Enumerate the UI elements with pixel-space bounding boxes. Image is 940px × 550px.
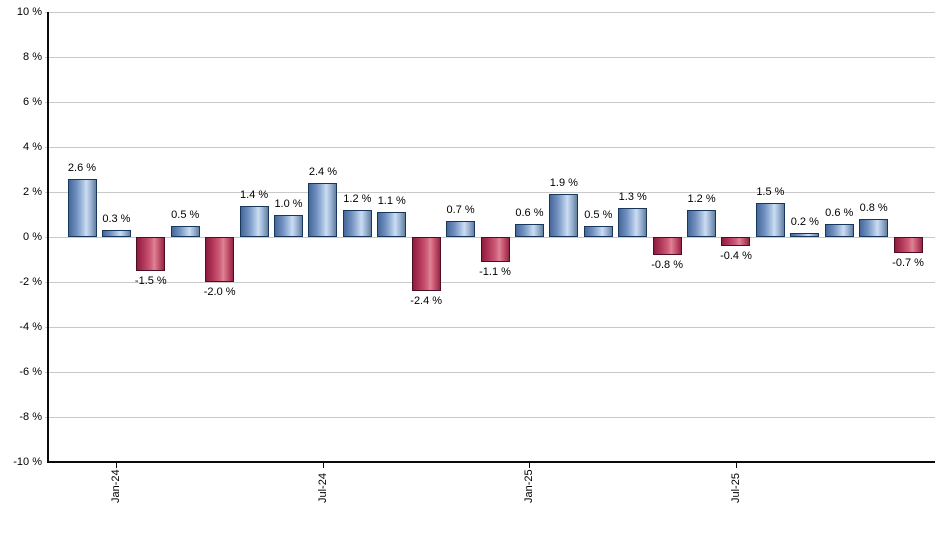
y-tick-label: -6 % xyxy=(19,366,42,378)
bar-value-label: 0.7 % xyxy=(446,204,475,217)
bar-value-label: -2.4 % xyxy=(410,295,443,307)
bar-positive xyxy=(239,205,269,237)
gridline xyxy=(45,12,935,13)
bar-value-label: 1.1 % xyxy=(377,195,406,208)
gridline xyxy=(45,192,935,193)
bar-value-label: 0.5 % xyxy=(584,208,613,221)
x-tick-mark xyxy=(116,463,118,468)
y-tick-label: 0 % xyxy=(23,231,42,243)
y-tick-label: 2 % xyxy=(23,186,42,198)
bar-positive xyxy=(308,183,338,237)
x-tick-label: Jan-25 xyxy=(523,469,536,503)
bar-negative xyxy=(721,237,751,246)
bar-value-label: 2.6 % xyxy=(67,161,97,174)
bar-positive xyxy=(755,203,785,237)
bar-value-label: 1.4 % xyxy=(240,188,269,201)
x-tick-label: Jul-24 xyxy=(316,473,329,503)
y-tick-label: 6 % xyxy=(23,96,42,108)
bar-value-label: -1.1 % xyxy=(479,265,511,278)
bar-positive xyxy=(583,225,613,237)
bar-positive xyxy=(618,207,648,237)
bar-value-label: -0.4 % xyxy=(720,250,752,262)
bar-value-label: 1.9 % xyxy=(549,177,578,190)
bar-value-label: 1.2 % xyxy=(687,193,716,205)
bar-positive xyxy=(67,178,97,237)
y-tick-label: 8 % xyxy=(23,51,42,63)
bar-positive xyxy=(824,223,854,237)
bar-value-label: -0.7 % xyxy=(892,256,924,269)
bar-value-label: 0.8 % xyxy=(859,202,888,214)
bar-negative xyxy=(893,237,923,253)
gridline xyxy=(45,282,935,283)
bar-negative xyxy=(480,237,510,262)
bar-value-label: 0.5 % xyxy=(171,208,200,221)
bar-positive xyxy=(170,225,200,237)
bar-positive xyxy=(790,232,820,237)
bar-value-label: 1.5 % xyxy=(756,186,785,199)
bar-value-label: 0.6 % xyxy=(825,206,854,219)
bar-positive xyxy=(549,194,579,237)
x-tick-label: Jan-24 xyxy=(110,469,123,503)
y-tick-label: -8 % xyxy=(19,411,42,423)
bar-value-label: 0.2 % xyxy=(790,215,819,228)
gridline xyxy=(45,327,935,328)
bar-positive xyxy=(377,212,407,237)
bar-value-label: -2.0 % xyxy=(203,286,236,298)
bar-value-label: 1.3 % xyxy=(618,190,647,203)
y-tick-label: -2 % xyxy=(19,276,42,288)
x-tick-label: Jul-25 xyxy=(729,473,742,503)
gridline xyxy=(45,147,935,148)
bar-positive xyxy=(687,210,717,237)
x-axis-line xyxy=(47,461,935,463)
bar-positive xyxy=(859,219,889,237)
x-tick-mark xyxy=(735,463,737,468)
bar-value-label: 0.6 % xyxy=(515,206,544,219)
gridline xyxy=(45,57,935,58)
y-tick-label: -4 % xyxy=(19,321,42,333)
bar-negative xyxy=(136,237,166,271)
bar-positive xyxy=(274,214,304,237)
bar-negative xyxy=(411,237,441,291)
bar-positive xyxy=(342,210,372,237)
gridline xyxy=(45,417,935,418)
bar-value-label: 0.3 % xyxy=(102,213,131,226)
x-tick-mark xyxy=(322,463,324,468)
y-tick-label: -10 % xyxy=(13,456,42,468)
bar-negative xyxy=(652,237,682,255)
y-tick-label: 10 % xyxy=(16,6,42,18)
bar-value-label: 1.0 % xyxy=(274,197,303,210)
gridline xyxy=(45,372,935,373)
y-axis-line xyxy=(47,12,49,463)
bar-positive xyxy=(446,221,476,237)
bar-value-label: -0.8 % xyxy=(651,259,684,271)
bar-value-label: 2.4 % xyxy=(308,166,337,178)
bar-value-label: -1.5 % xyxy=(134,274,167,287)
y-tick-label: 4 % xyxy=(23,141,42,153)
bar-positive xyxy=(514,223,544,237)
gridline xyxy=(45,102,935,103)
x-tick-mark xyxy=(529,463,531,468)
bar-negative xyxy=(205,237,235,282)
bar-positive xyxy=(101,230,131,237)
bar-value-label: 1.2 % xyxy=(343,193,372,205)
